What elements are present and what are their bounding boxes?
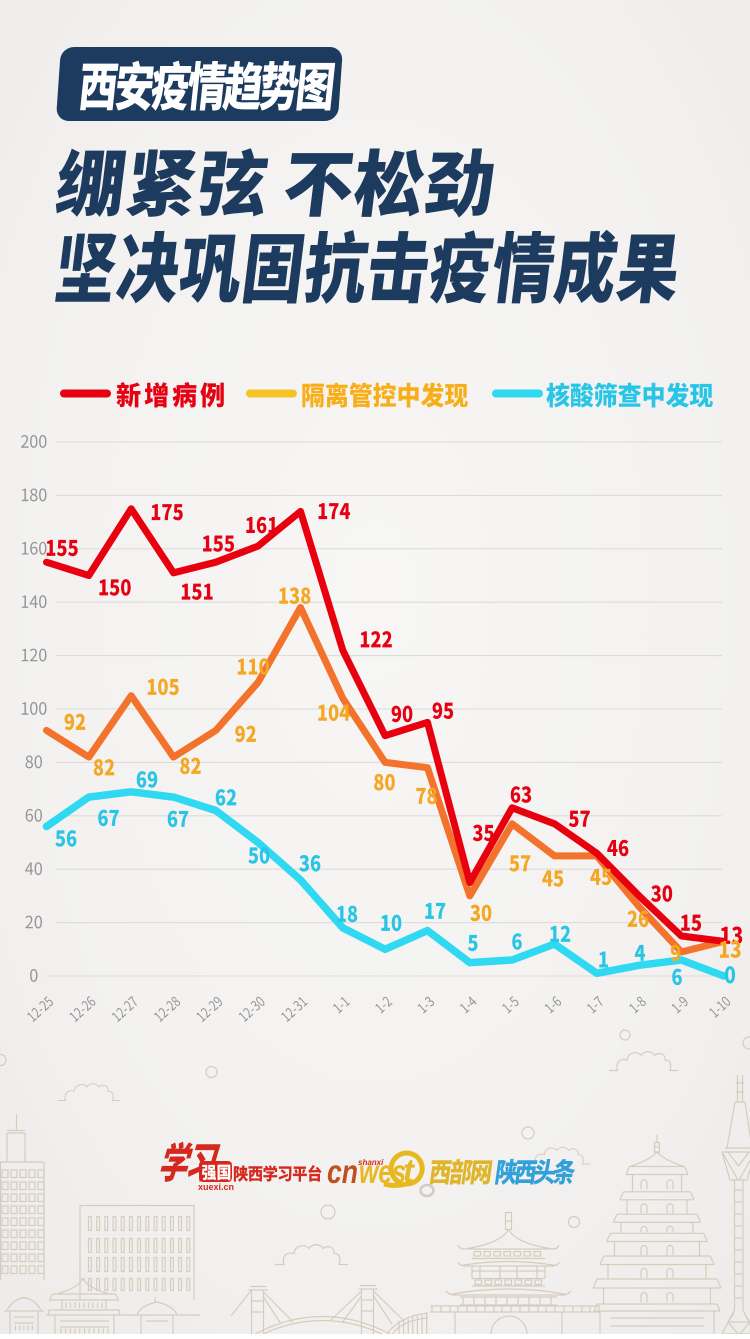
svg-text:cn: cn xyxy=(327,1153,358,1190)
svg-text:shanxi: shanxi xyxy=(358,1158,384,1167)
svg-text:xuexi.cn: xuexi.cn xyxy=(198,1182,234,1192)
svg-text:t: t xyxy=(403,1152,416,1189)
